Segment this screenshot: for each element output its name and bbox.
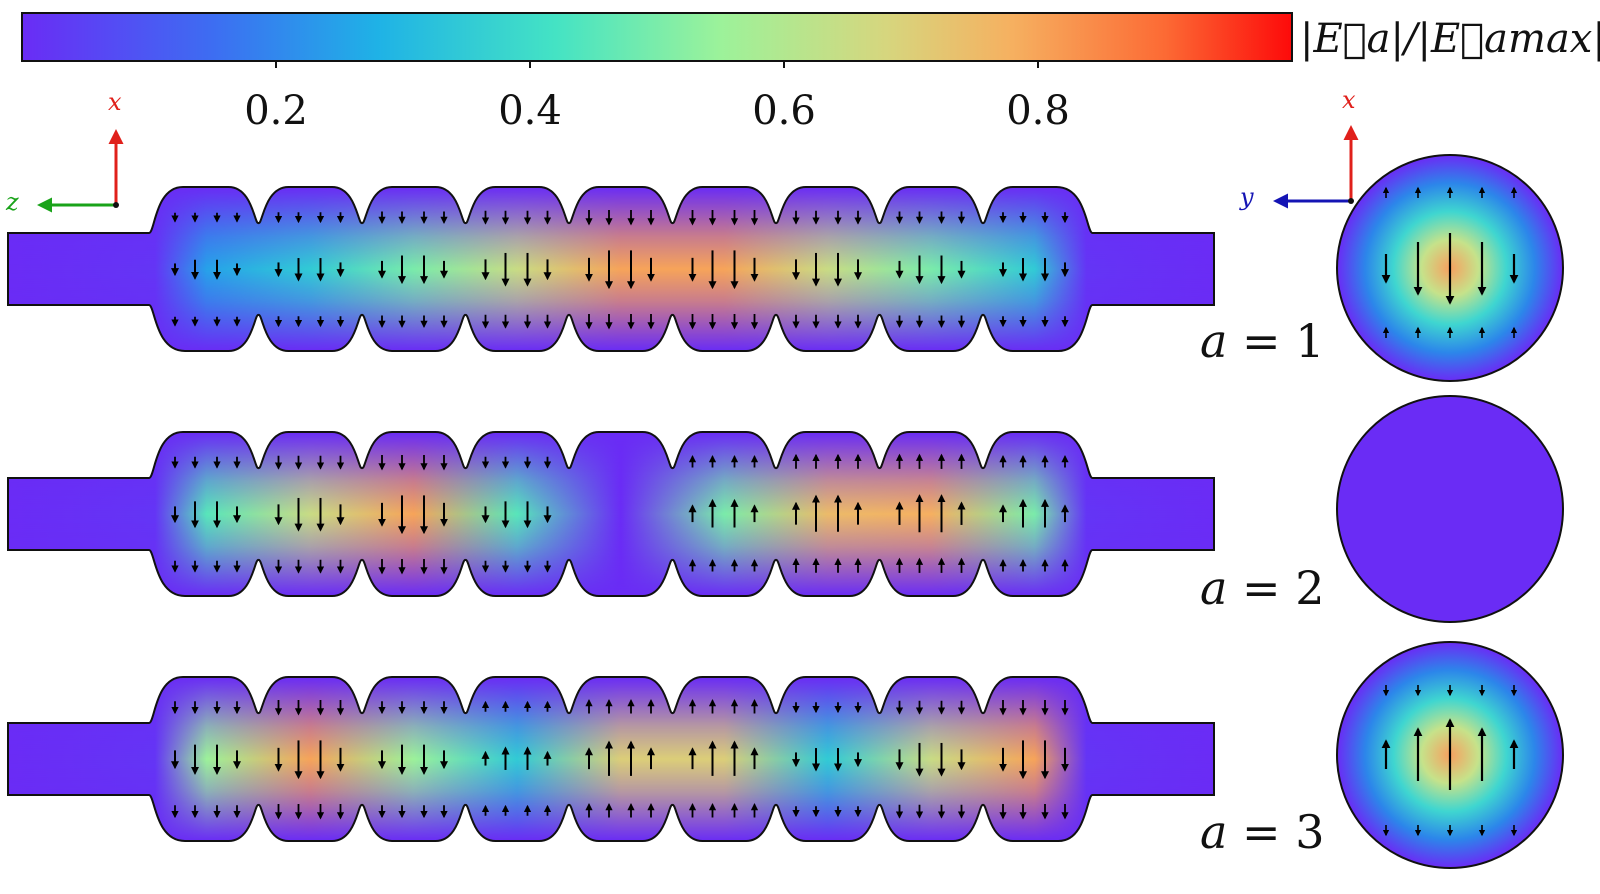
mode-row: a = 3 — [7, 641, 1564, 869]
mode-label-eq: = — [1227, 314, 1295, 368]
colorbar-tick-label: 0.8 — [1006, 88, 1070, 134]
cavity-field — [8, 187, 1214, 351]
origin-dot-cross — [1348, 198, 1354, 204]
cross-section-outline — [1336, 154, 1564, 382]
x-axis-label-cross: x — [1342, 86, 1356, 114]
field-arrows — [171, 210, 1069, 330]
mode-label: a = 3 — [1200, 805, 1325, 859]
mode-label-eq: = — [1227, 561, 1295, 615]
cavity-outline — [7, 186, 1215, 352]
mode-label-num: 2 — [1295, 561, 1324, 615]
colorbar-label: |E⃗a|/|E⃗amax| — [1300, 16, 1600, 62]
cross-section-outline — [1336, 395, 1564, 623]
side-axes: x z — [5, 88, 124, 216]
mode-label-num: 3 — [1295, 805, 1324, 859]
z-axis-label: z — [5, 188, 19, 216]
field-arrows — [171, 453, 1069, 575]
mode-label: a = 2 — [1200, 561, 1325, 615]
cavity-field — [8, 432, 1214, 596]
cross-section-outline — [1336, 641, 1564, 869]
modes: a = 1a = 2a = 3 — [7, 154, 1564, 869]
mode-row: a = 1 — [7, 154, 1564, 382]
cavity-outline — [7, 676, 1215, 842]
origin-dot — [113, 202, 119, 208]
y-axis-label-cross: y — [1239, 183, 1254, 211]
mode-label-num: 1 — [1295, 314, 1324, 368]
cross-section-arrows — [1381, 685, 1519, 837]
mode-row: a = 2 — [7, 395, 1564, 623]
mode-label-var: a — [1200, 314, 1227, 368]
colorbar: 0.2 0.4 0.6 0.8 |E⃗a|/|E⃗amax| — [21, 12, 1600, 134]
cavity-field — [8, 677, 1214, 841]
field-arrows — [171, 699, 1069, 820]
colorbar-tick-label: 0.6 — [752, 88, 816, 134]
cross-section-arrows — [1381, 186, 1519, 338]
x-axis-label: x — [108, 88, 122, 116]
cavity-outline — [7, 431, 1215, 597]
colorbar-tick-label: 0.2 — [244, 88, 308, 134]
cross-axes: x y — [1239, 86, 1359, 211]
colorbar-tick-label: 0.4 — [498, 88, 562, 134]
mode-label-var: a — [1200, 805, 1227, 859]
mode-label-eq: = — [1227, 805, 1295, 859]
cross-section-field — [1337, 396, 1563, 622]
mode-label: a = 1 — [1200, 314, 1325, 368]
colorbar-ticks: 0.2 0.4 0.6 0.8 — [244, 61, 1070, 134]
colorbar-gradient — [21, 12, 1293, 62]
mode-label-var: a — [1200, 561, 1227, 615]
